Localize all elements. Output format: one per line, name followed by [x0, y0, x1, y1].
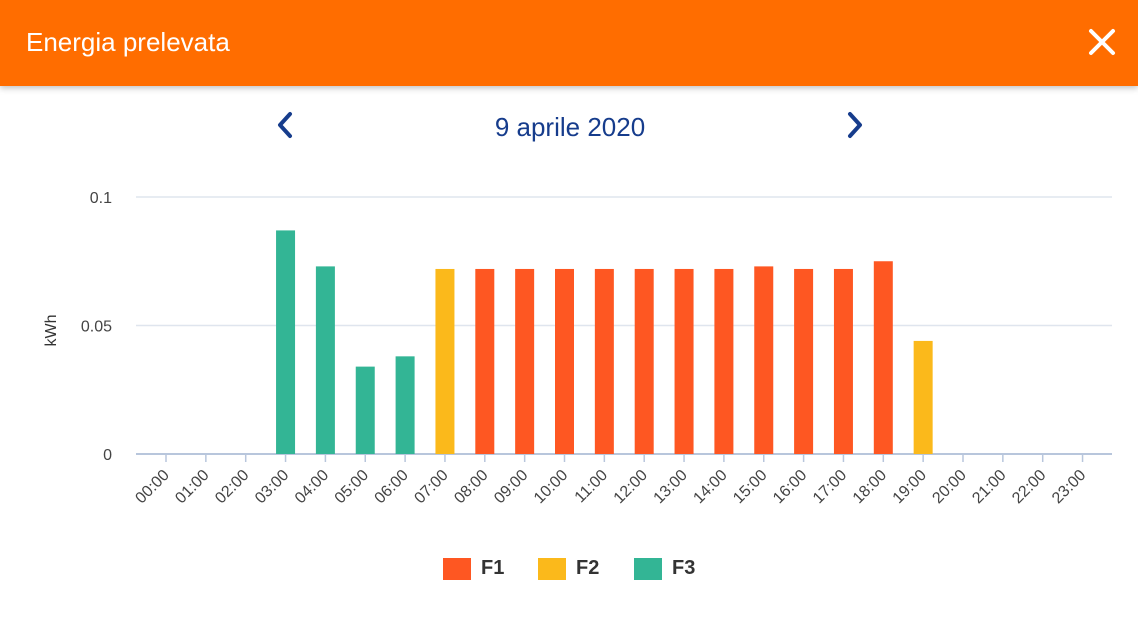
bar-0700[interactable] [435, 268, 455, 454]
bar-1200[interactable] [634, 268, 654, 454]
chart-legend: F1 F2 F3 [0, 555, 1138, 585]
legend-label: F3 [672, 557, 696, 579]
energy-bar-chart: 00.050.1 00:00 01:00 02:00 03:00 04:00 05:00 0… [43, 190, 1112, 507]
legend-swatch [443, 558, 471, 580]
dialog-title: Energia prelevata [26, 27, 230, 57]
chevron-right-icon [848, 112, 862, 138]
y-axis-ticks: 0 0.05 0.1 [81, 190, 112, 464]
next-day-button[interactable] [834, 106, 874, 146]
bar-0300[interactable] [276, 230, 296, 454]
bar-0900[interactable] [515, 268, 535, 454]
x-tick-label: 03:00 [252, 467, 292, 507]
close-button[interactable] [1082, 22, 1122, 62]
x-tick-label: 04:00 [292, 467, 332, 507]
bar-1800[interactable] [873, 261, 893, 454]
y-tick-label: 0.05 [81, 319, 112, 336]
x-tick-label: 19:00 [890, 467, 930, 507]
previous-day-button[interactable] [266, 106, 306, 146]
x-tick-label: 14:00 [690, 467, 730, 507]
legend-label: F2 [576, 557, 600, 579]
x-axis-ticks: 00:00 01:00 02:00 03:00 04:00 05:00 06:00 07:00… [132, 454, 1089, 507]
x-tick-label: 17:00 [810, 467, 850, 507]
x-tick-label: 21:00 [969, 467, 1009, 507]
x-tick-label: 08:00 [451, 467, 491, 507]
header-bar: Energia prelevata [0, 0, 1138, 86]
x-tick-label: 00:00 [132, 467, 172, 507]
x-tick-label: 06:00 [372, 467, 412, 507]
bar-0800[interactable] [475, 268, 495, 454]
x-tick-label: 20:00 [929, 467, 969, 507]
legend-label: F1 [481, 557, 505, 579]
close-icon [1089, 29, 1115, 55]
x-tick-label: 05:00 [332, 467, 372, 507]
x-tick-label: 01:00 [172, 467, 212, 507]
x-tick-label: 13:00 [651, 467, 691, 507]
bar-1700[interactable] [833, 268, 853, 454]
y-tick-label: 0 [103, 447, 112, 464]
x-tick-label: 22:00 [1009, 467, 1049, 507]
x-tick-label: 11:00 [572, 467, 612, 507]
x-tick-label: 07:00 [411, 467, 451, 507]
bar-1100[interactable] [594, 268, 614, 454]
bar-0500[interactable] [355, 366, 375, 454]
bar-0600[interactable] [395, 356, 415, 454]
chevron-left-icon [278, 112, 292, 138]
x-tick-label: 16:00 [770, 467, 810, 507]
grid-lines [136, 196, 1112, 455]
current-date: 9 aprile 2020 [494, 112, 646, 142]
bar-0400[interactable] [315, 266, 335, 454]
x-tick-label: 15:00 [730, 467, 770, 507]
y-tick-label: 0.1 [90, 190, 112, 207]
bars [276, 230, 933, 454]
legend-swatch [538, 558, 566, 580]
x-tick-label: 12:00 [611, 467, 651, 507]
y-axis-label: kWh [43, 315, 60, 347]
bar-1900[interactable] [913, 340, 933, 454]
x-tick-label: 18:00 [850, 467, 890, 507]
bar-1500[interactable] [754, 266, 774, 454]
bar-1300[interactable] [674, 268, 694, 454]
bar-1000[interactable] [555, 268, 574, 454]
x-tick-label: 10:00 [531, 467, 571, 507]
x-tick-label: 09:00 [491, 467, 531, 507]
x-tick-label: 02:00 [212, 467, 252, 507]
bar-1600[interactable] [794, 268, 814, 454]
bar-1400[interactable] [714, 268, 734, 454]
legend-swatch [634, 558, 662, 580]
x-tick-label: 23:00 [1049, 467, 1089, 507]
